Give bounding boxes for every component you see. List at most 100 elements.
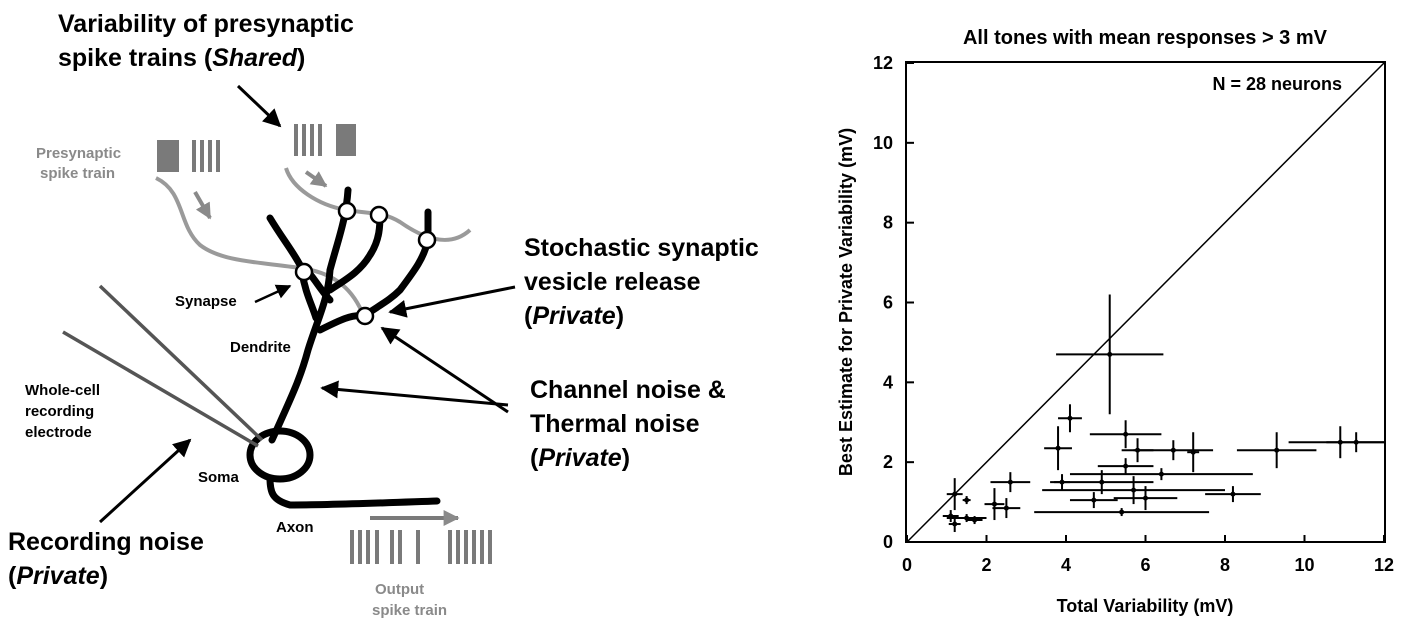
data-point bbox=[1326, 432, 1384, 453]
electrode-pipette-top bbox=[98, 284, 264, 442]
point-marker bbox=[1190, 449, 1196, 455]
presynaptic-label-line2: spike train bbox=[40, 165, 115, 182]
y-tick-label: 4 bbox=[883, 372, 893, 392]
synapses bbox=[294, 201, 437, 326]
data-point bbox=[1069, 468, 1253, 481]
point-marker bbox=[1119, 509, 1125, 515]
synapse-circle bbox=[294, 262, 314, 282]
presynaptic-flow-arrow-left bbox=[193, 191, 212, 220]
synapse-circle bbox=[417, 230, 437, 250]
shared-arrow bbox=[236, 84, 282, 128]
neuron-diagram: Variability of presynaptic spike trains … bbox=[8, 10, 759, 619]
soma bbox=[246, 427, 314, 483]
data-point bbox=[942, 510, 959, 523]
chart-title: All tones with mean responses > 3 mV bbox=[963, 27, 1328, 49]
channel-label-line1: Channel noise & bbox=[530, 376, 726, 404]
presynaptic-flow-arrow-right bbox=[304, 170, 328, 188]
synapse-circle bbox=[355, 306, 375, 326]
shared-title-line1: Variability of presynaptic bbox=[58, 10, 354, 38]
y-axis-label: Best Estimate for Private Variability (m… bbox=[836, 128, 856, 476]
point-marker bbox=[1091, 497, 1097, 503]
x-axis-label: Total Variability (mV) bbox=[1057, 596, 1234, 616]
point-marker bbox=[1274, 447, 1280, 453]
data-point bbox=[1034, 508, 1210, 517]
data-point bbox=[1113, 486, 1178, 511]
x-tick-label: 0 bbox=[902, 555, 912, 575]
data-point bbox=[1236, 432, 1317, 469]
vesicle-arrow bbox=[388, 285, 516, 318]
soma-label: Soma bbox=[198, 469, 240, 486]
data-point bbox=[1133, 440, 1214, 461]
data-point bbox=[1205, 486, 1261, 503]
vesicle-label-line3: (Private) bbox=[524, 302, 624, 330]
neuron bbox=[246, 186, 441, 509]
synapse-circle bbox=[369, 205, 389, 225]
presynaptic-axon-left bbox=[155, 176, 364, 313]
data-point bbox=[1044, 426, 1072, 471]
synapse-label: Synapse bbox=[175, 293, 237, 310]
point-marker bbox=[1353, 439, 1359, 445]
point-marker bbox=[1143, 495, 1148, 501]
data-point bbox=[992, 498, 1021, 519]
x-tick-label: 2 bbox=[981, 555, 991, 575]
point-marker bbox=[1123, 431, 1129, 437]
synapse-circle bbox=[337, 201, 357, 221]
y-tick-label: 2 bbox=[883, 452, 893, 472]
y-tick-label: 12 bbox=[873, 53, 893, 73]
point-marker bbox=[1170, 447, 1176, 453]
point-marker bbox=[1131, 487, 1137, 493]
x-axis-ticks: 0 2 4 6 8 10 12 bbox=[902, 535, 1394, 575]
y-tick-label: 0 bbox=[883, 532, 893, 552]
output-label-line2: spike train bbox=[372, 602, 447, 619]
presynaptic-spike-bars-right bbox=[294, 124, 356, 156]
data-point bbox=[1042, 476, 1225, 505]
electrode-pipette-bottom bbox=[62, 330, 259, 448]
point-marker bbox=[1123, 463, 1129, 469]
point-marker bbox=[952, 491, 958, 497]
axon-label: Axon bbox=[276, 519, 314, 536]
y-axis-ticks: 0 2 4 6 8 10 12 bbox=[873, 53, 914, 552]
dendrite-label: Dendrite bbox=[230, 339, 291, 356]
point-marker bbox=[991, 501, 997, 507]
point-marker bbox=[1158, 471, 1164, 477]
data-point bbox=[962, 496, 971, 505]
recording-label-line1: Recording noise bbox=[8, 528, 204, 556]
dendrite-main bbox=[268, 186, 352, 444]
shared-title-line2: spike trains (Shared) bbox=[58, 44, 305, 72]
data-point bbox=[1069, 492, 1118, 509]
axon bbox=[266, 474, 441, 509]
data-point bbox=[1089, 420, 1162, 449]
presynaptic-label-line1: Presynaptic bbox=[36, 145, 121, 162]
channel-label-line2: Thermal noise bbox=[530, 410, 700, 438]
point-marker bbox=[1107, 351, 1113, 357]
point-marker bbox=[1007, 479, 1013, 485]
y-tick-label: 8 bbox=[883, 213, 893, 233]
data-point bbox=[1187, 432, 1200, 473]
recording-noise-arrow bbox=[98, 438, 192, 524]
y-tick-label: 6 bbox=[883, 293, 893, 313]
point-marker bbox=[972, 517, 978, 523]
x-tick-label: 4 bbox=[1061, 555, 1071, 575]
data-point bbox=[1056, 294, 1164, 415]
point-marker bbox=[1067, 415, 1073, 421]
point-marker bbox=[952, 521, 958, 527]
data-point bbox=[948, 516, 961, 533]
y-tick-label: 10 bbox=[873, 133, 893, 153]
point-marker bbox=[1230, 491, 1236, 497]
data-point bbox=[990, 472, 1031, 493]
electrode-label-line2: recording bbox=[25, 403, 94, 420]
data-points bbox=[942, 294, 1384, 533]
x-tick-label: 8 bbox=[1220, 555, 1230, 575]
channel-label-line3: (Private) bbox=[530, 444, 630, 472]
channel-arrow-synapse bbox=[380, 326, 509, 414]
electrode-label-line1: Whole-cell bbox=[25, 382, 100, 399]
data-point bbox=[1097, 458, 1154, 475]
channel-arrow-dendrite bbox=[320, 380, 509, 407]
output-spike-bars bbox=[350, 530, 492, 564]
point-marker bbox=[1003, 505, 1009, 511]
n-annotation: N = 28 neurons bbox=[1212, 74, 1342, 94]
point-marker bbox=[1055, 445, 1061, 451]
data-point bbox=[966, 516, 983, 525]
presynaptic-spike-bars-left bbox=[157, 140, 220, 172]
